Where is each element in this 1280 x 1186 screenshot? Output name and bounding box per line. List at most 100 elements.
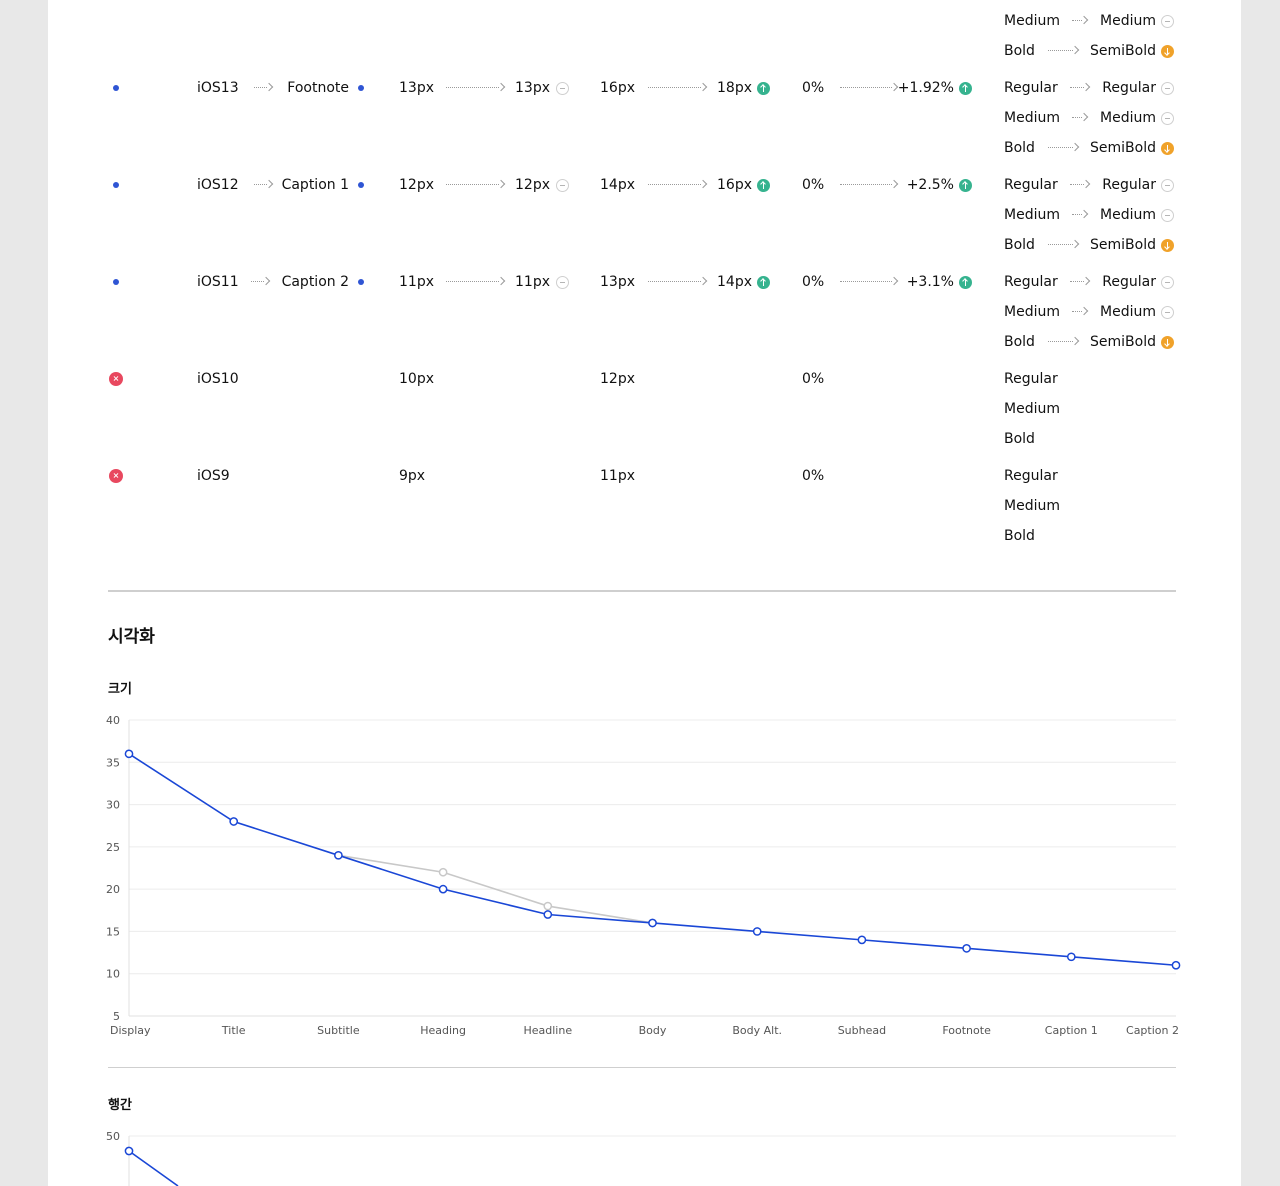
increase-icon [959, 82, 972, 95]
y-tick-label: 35 [106, 756, 120, 769]
new-series-point [438, 884, 448, 894]
arrow-icon [1070, 179, 1091, 190]
unchanged-icon [1161, 306, 1174, 319]
line-height-old: 11px [600, 468, 635, 484]
decrease-icon [1161, 239, 1174, 252]
new-series-point [1171, 960, 1181, 970]
weight-to: SemiBold [1090, 43, 1156, 59]
weight-to: Medium [1100, 13, 1156, 29]
arrow-icon [1048, 45, 1080, 56]
x-tick-label: Body [639, 1024, 667, 1037]
y-tick-label: 20 [106, 883, 120, 896]
weight-from: Bold [1004, 237, 1035, 253]
weight-from: Medium [1004, 13, 1060, 29]
size-new: 11px [515, 274, 550, 290]
size-old: 13px [399, 80, 434, 96]
decrease-icon [1161, 45, 1174, 58]
weight-from: Medium [1004, 207, 1060, 223]
weight-from: Medium [1004, 110, 1060, 126]
x-tick-label: Footnote [942, 1024, 991, 1037]
unchanged-icon [556, 82, 569, 95]
old-series-point [438, 867, 448, 877]
size-old: 11px [399, 274, 434, 290]
weight-to: SemiBold [1090, 334, 1156, 350]
arrow-icon [254, 82, 274, 93]
arrow-icon [840, 82, 899, 93]
chart-size-title: 크기 [108, 682, 132, 697]
y-tick-label: 25 [106, 841, 120, 854]
unchanged-icon [1161, 112, 1174, 125]
x-tick-label: Subtitle [317, 1024, 360, 1037]
blue-dot-icon [358, 182, 364, 188]
weight-to: Medium [1100, 110, 1156, 126]
x-tick-label: Body Alt. [732, 1024, 782, 1037]
size-new: 13px [515, 80, 550, 96]
charts-svg: 5 10 15 20 25 30 35 40 Display Title Subtitle Headi… [106, 714, 1181, 1186]
line-height-new: 18px [717, 80, 752, 96]
section-divider [108, 590, 1176, 592]
lh-new-series-point [124, 1146, 134, 1156]
arrow-icon [1072, 306, 1089, 317]
arrow-icon [648, 179, 708, 190]
weight-from: Regular [1004, 80, 1058, 96]
new-series-point [334, 850, 343, 860]
weight-to: Medium [1100, 304, 1156, 320]
line-height-new: 14px [717, 274, 752, 290]
size-old: 10px [399, 371, 434, 387]
arrow-icon [1072, 112, 1089, 123]
style-new-name: Footnote [287, 80, 349, 96]
arrow-icon [251, 276, 271, 287]
y-tick-label: 10 [106, 968, 120, 981]
blue-dot-icon [113, 279, 119, 285]
removed-icon: × [109, 469, 123, 483]
line-height-new: 16px [717, 177, 752, 193]
weight-from: Regular [1004, 177, 1058, 193]
arrow-icon [648, 276, 708, 287]
style-old-name: iOS13 [197, 80, 239, 96]
x-tick-label: Heading [420, 1024, 466, 1037]
new-series-point [124, 749, 134, 759]
new-series-point [543, 910, 553, 919]
page: Medium Medium Bold SemiBold iOS13 Footnote 13p… [48, 0, 1241, 1186]
x-tick-label: Title [221, 1024, 246, 1037]
letter-spacing-old: 0% [802, 274, 825, 290]
decrease-icon [1161, 336, 1174, 349]
increase-icon [757, 179, 770, 192]
unchanged-icon [1161, 276, 1174, 289]
decrease-icon [1161, 142, 1174, 155]
arrow-icon [1048, 239, 1080, 250]
arrow-icon [1048, 336, 1080, 347]
unchanged-icon [1161, 209, 1174, 222]
new-series-line [128, 753, 1177, 967]
line-height-old: 13px [600, 274, 635, 290]
style-old-name: iOS12 [197, 177, 239, 193]
new-series-point [752, 927, 762, 936]
arrow-icon [446, 179, 506, 190]
style-new-name: Caption 2 [281, 274, 349, 290]
y-tick-label: 50 [106, 1130, 120, 1143]
letter-spacing-old: 0% [802, 177, 825, 193]
weight-from: Bold [1004, 43, 1035, 59]
weight-from: Bold [1004, 140, 1035, 156]
letter-spacing-old: 0% [802, 468, 825, 484]
arrow-icon [840, 276, 899, 287]
new-series-point [962, 943, 971, 953]
weight-from: Regular [1004, 468, 1058, 484]
unchanged-icon [556, 276, 569, 289]
size-old: 9px [399, 468, 426, 484]
arrow-icon [446, 82, 506, 93]
weight-to: Regular [1102, 274, 1156, 290]
arrow-icon [648, 82, 708, 93]
y-tick-label: 30 [106, 799, 120, 812]
x-tick-label: Subhead [838, 1024, 886, 1037]
arrow-icon [1070, 82, 1091, 93]
new-series-point [648, 918, 657, 928]
weight-to: SemiBold [1090, 140, 1156, 156]
weight-from: Medium [1004, 401, 1060, 417]
blue-dot-icon [358, 85, 364, 91]
chart-lh-title: 행간 [108, 1098, 132, 1113]
lh-new-series-line [128, 1150, 179, 1186]
old-series-point [543, 901, 553, 911]
increase-icon [959, 276, 972, 289]
arrow-icon [1072, 209, 1089, 220]
